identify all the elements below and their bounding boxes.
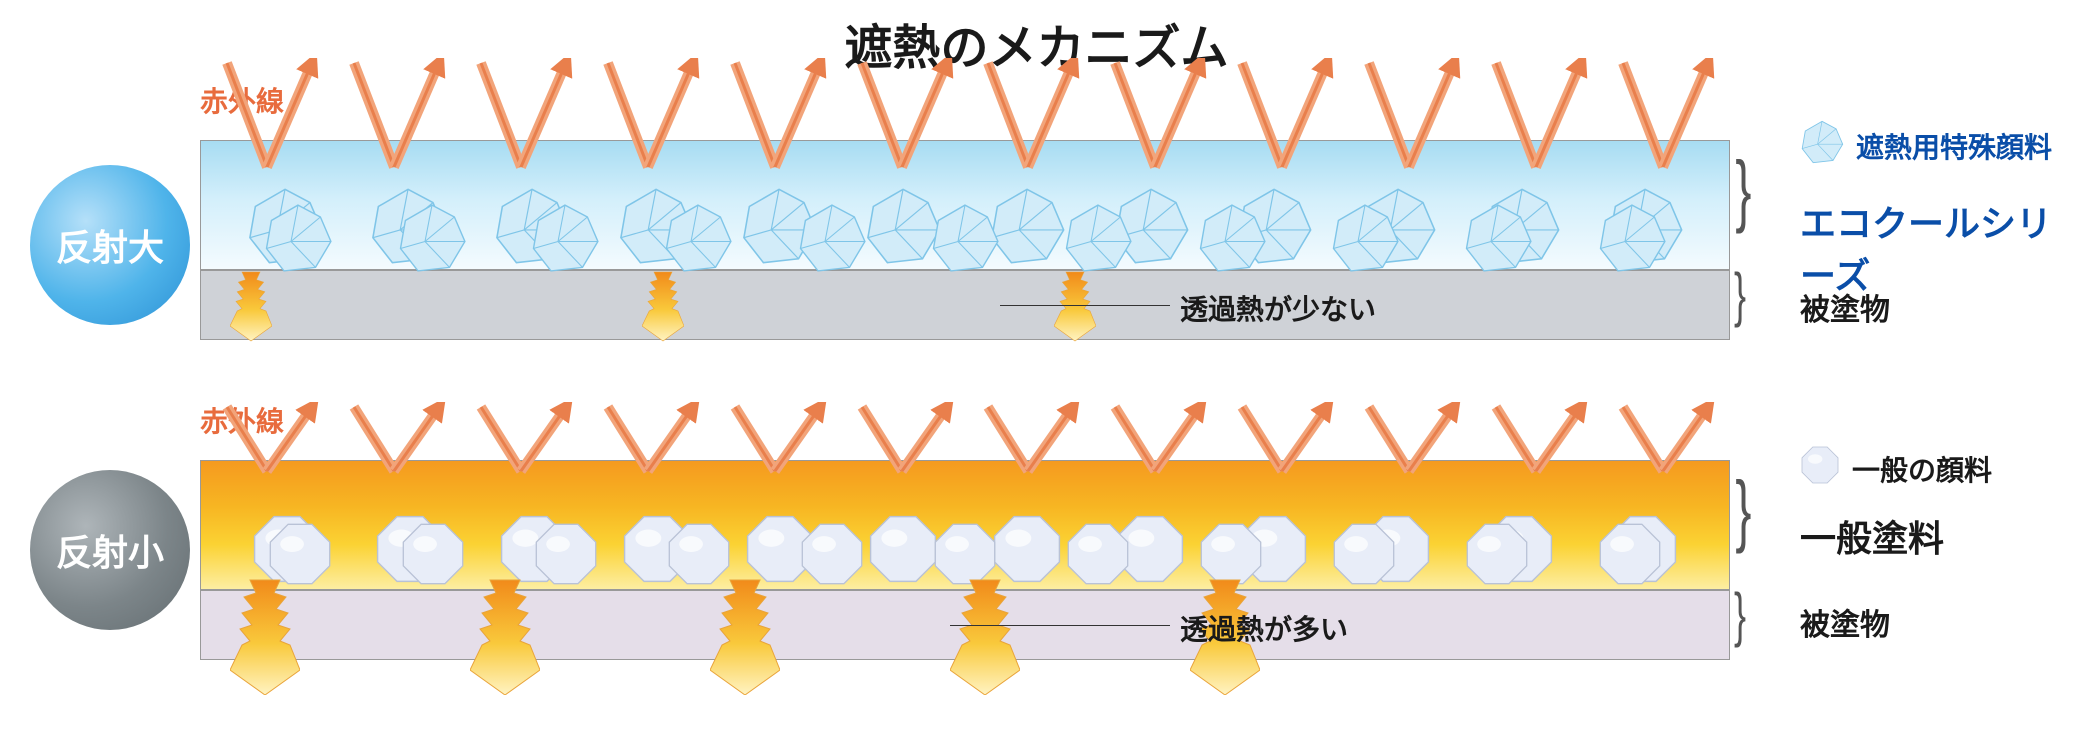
panel-ecocool: 赤外線 [200, 110, 1730, 390]
substrate-name-top: 被塗物 [1800, 285, 1890, 329]
diagram-page: 遮熱のメカニズム 反射大 反射小 赤外線 [0, 0, 2073, 748]
legend-general-pigment: 一般の顔料 [1800, 445, 1992, 492]
brace-icon: } [1734, 585, 1746, 645]
leader-line [950, 625, 1170, 626]
transmission-high-label: 透過熱が多い [1180, 608, 1348, 648]
crystal-icon [1800, 120, 1844, 171]
reflection-arrows-row [200, 402, 1730, 482]
legend-special-pigment: 遮熱用特殊顔料 [1800, 120, 2052, 171]
legend-label: 遮熱用特殊顔料 [1856, 126, 2052, 166]
brace-icon: } [1734, 265, 1746, 325]
leader-line [1000, 305, 1170, 306]
transmission-low-label: 透過熱が少ない [1180, 288, 1376, 328]
badge-reflect-small: 反射小 [30, 470, 190, 630]
coating-name-ecocool: エコクールシリーズ [1800, 195, 2073, 299]
reflection-arrows-row [200, 58, 1730, 178]
badge-reflect-large: 反射大 [30, 165, 190, 325]
brace-icon: } [1735, 150, 1751, 230]
legend-label: 一般の顔料 [1852, 449, 1992, 489]
coating-name-general: 一般塗料 [1800, 510, 1944, 562]
transmitted-heat-row [230, 575, 1260, 700]
substrate-name-bot: 被塗物 [1800, 600, 1890, 644]
panel-general: 赤外線 [200, 430, 1730, 710]
circle-icon [1800, 445, 1840, 492]
transmitted-heat-row [230, 260, 1096, 355]
brace-icon: } [1735, 470, 1751, 550]
